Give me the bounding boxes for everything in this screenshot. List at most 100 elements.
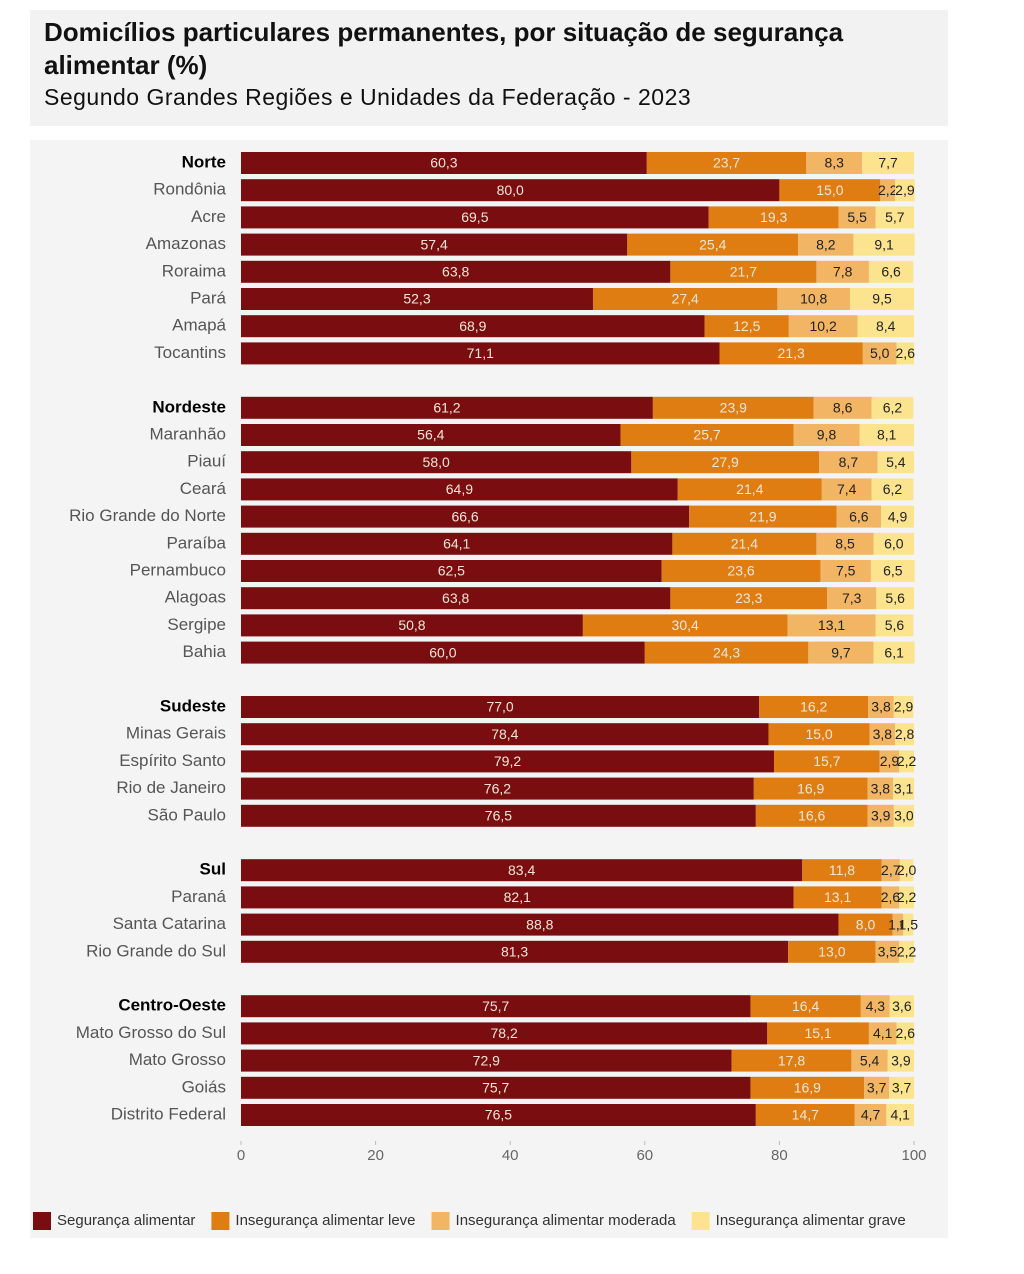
value-label: 25,7 [693,427,720,443]
bar-segment [644,641,809,664]
value-label: 3,1 [894,780,914,796]
value-label: 5,0 [870,345,890,361]
bar-segment [892,913,904,936]
bar-segment [802,859,882,882]
value-label: 71,1 [467,345,494,361]
value-label: 2,2 [897,944,917,960]
y-tick-label: Rio Grande do Norte [69,506,226,525]
value-label: 7,7 [878,155,898,171]
y-tick-label: Espírito Santo [119,751,226,770]
value-label: 16,9 [794,1080,821,1096]
bar-segment [241,396,653,419]
bar-segment [827,587,877,610]
x-tick-label: 60 [636,1147,653,1164]
bar-segment [881,859,900,882]
value-label: 6,2 [883,400,903,416]
bar-segment [241,342,720,365]
bar-segment [877,451,914,474]
y-tick-label: Centro-Oeste [118,996,226,1015]
value-label: 3,0 [894,808,914,824]
bar-segment [899,886,914,909]
value-label: 25,4 [699,236,726,252]
bar-segment [889,1076,914,1099]
bar-segment [887,1049,914,1072]
bar-segment [241,451,632,474]
value-label: 60,0 [429,644,456,660]
value-label: 16,2 [800,699,827,715]
value-label: 8,2 [816,236,836,252]
bar-segment [895,723,914,746]
value-label: 3,7 [867,1080,887,1096]
value-label: 7,3 [842,590,862,606]
y-tick-label: Norte [182,152,226,171]
bar-segment [241,424,621,446]
value-label: 2,9 [895,182,915,198]
value-label: 7,5 [836,563,856,579]
x-tick-label: 80 [771,1147,788,1164]
bar-segment [241,913,839,936]
y-tick-label: Pará [190,288,226,307]
value-label: 16,9 [797,780,824,796]
bar-segment [893,696,914,718]
value-label: 15,1 [804,1025,831,1041]
value-label: 68,9 [459,318,486,334]
bar-segment [873,532,914,555]
bar-segment [896,342,914,365]
x-tick-label: 0 [237,1147,245,1164]
value-label: 2,8 [895,726,915,742]
bar-segment [854,1104,887,1126]
bar-segment [241,587,671,610]
y-tick-label: Alagoas [165,588,226,607]
y-tick-label: Pernambuco [130,560,226,579]
value-label: 19,3 [760,209,787,225]
bar-segment [755,804,868,827]
y-tick-label: Sudeste [160,696,226,715]
bar-segment [793,424,860,446]
value-label: 4,9 [888,508,908,524]
y-tick-label: Maranhão [149,424,226,443]
value-label: 56,4 [417,427,444,443]
bar-segment [241,777,754,800]
value-label: 6,6 [849,508,869,524]
value-label: 78,2 [491,1025,518,1041]
value-label: 15,7 [813,753,840,769]
value-label: 63,8 [442,264,469,280]
bar-segment [241,614,583,637]
chart-title: Domicílios particulares permanentes, por… [44,17,844,80]
value-label: 63,8 [442,590,469,606]
bar-segment [241,1104,756,1126]
bar-segment [241,995,751,1018]
y-tick-label: Ceará [180,479,227,498]
value-label: 21,4 [731,536,758,552]
value-label: 21,9 [749,508,776,524]
value-label: 16,6 [798,808,825,824]
value-label: 2,2 [897,753,917,769]
bar-segment [241,641,645,664]
value-label: 6,6 [881,264,901,280]
bar-segment [241,940,789,963]
bar-segment [777,288,851,310]
value-label: 76,2 [484,780,511,796]
value-label: 64,9 [446,481,473,497]
y-tick-label: Amazonas [146,234,226,253]
value-label: 8,4 [876,318,896,334]
bar-segment [241,1022,768,1045]
bar-segment [592,288,778,310]
legend-label: Segurança alimentar [57,1212,195,1229]
value-label: 21,4 [736,481,763,497]
bar-segment [241,260,671,283]
bar-segment [808,641,874,664]
bar-segment [820,560,871,582]
y-tick-label: Bahia [183,642,227,661]
bar-segment [838,913,893,936]
value-label: 2,6 [896,1025,916,1041]
value-label: 6,5 [883,563,903,579]
value-label: 52,3 [403,291,430,307]
bar-segment [893,777,914,800]
bar-segment [241,315,705,338]
value-label: 5,6 [885,617,905,633]
bar-segment [903,913,914,936]
bar-segment [631,451,820,474]
bar-segment [627,233,799,256]
